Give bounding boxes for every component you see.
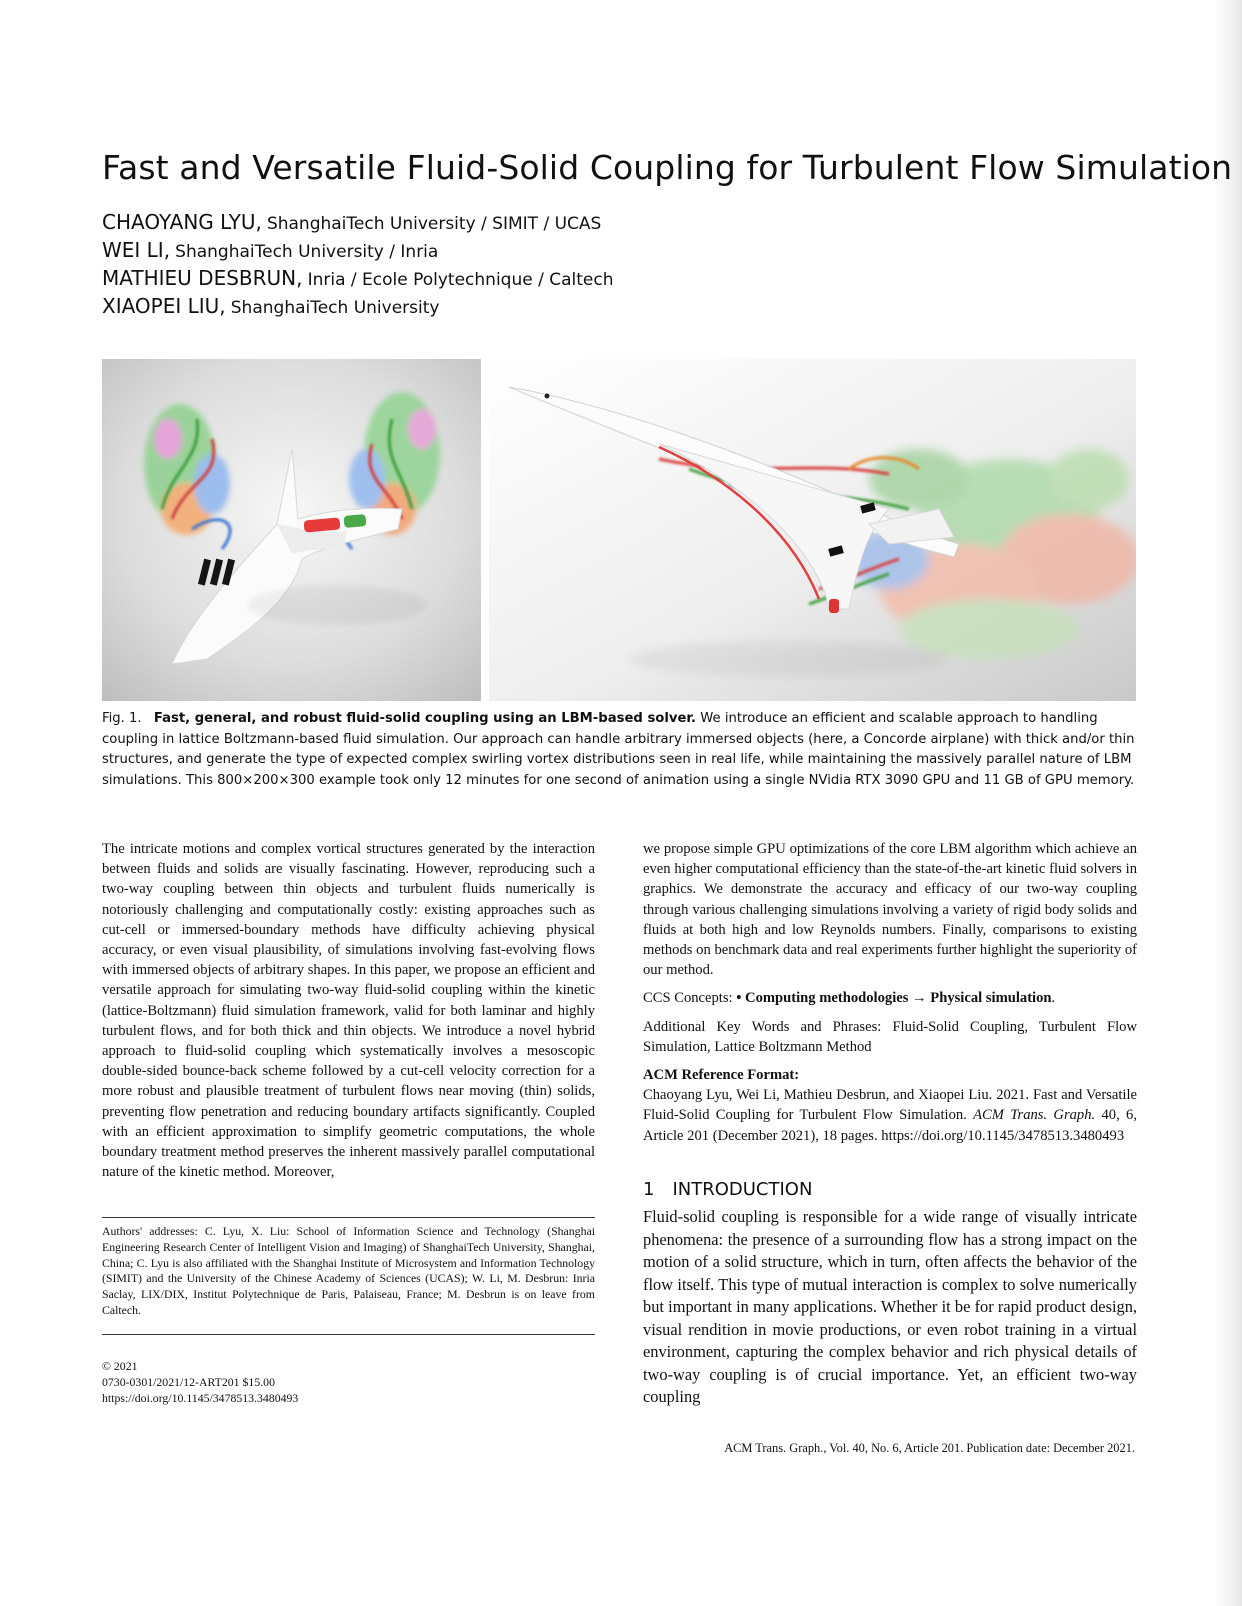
abstract-text-left: The intricate motions and complex vortic… [102, 841, 595, 1181]
author-entry: XIAOPEI LIU, ShanghaiTech University [102, 292, 614, 320]
caption-bold-lead: Fast, general, and robust fluid-solid co… [153, 711, 697, 726]
reference-details: 40, 6, Article 201 (December 2021), 18 p… [643, 1107, 1137, 1144]
authors-addresses-footnote: Authors' addresses: C. Lyu, X. Liu: Scho… [102, 1224, 595, 1317]
ccs-label: CCS Concepts: [643, 990, 733, 1007]
issn-line: 0730-0301/2021/12-ART201 $15.00 [102, 1374, 275, 1389]
figure-image-front-view [102, 359, 481, 701]
footnote-top-rule [102, 1217, 595, 1218]
keywords-label: Additional Key Words and Phrases: [643, 1018, 882, 1035]
figure-caption: Fig. 1. Fast, general, and robust fluid-… [102, 709, 1138, 791]
keywords-text: Fluid-Solid Coupling, Turbulent Flow Sim… [643, 1018, 1137, 1055]
author-entry: MATHIEU DESBRUN, Inria / Ecole Polytechn… [102, 264, 614, 292]
author-affiliation: ShanghaiTech University / Inria [175, 242, 439, 262]
acm-reference-format: ACM Reference Format: Chaoyang Lyu, Wei … [643, 1065, 1137, 1146]
author-list: CHAOYANG LYU, ShanghaiTech University / … [102, 208, 614, 320]
paper-title: Fast and Versatile Fluid-Solid Coupling … [102, 148, 1233, 187]
copyright-block: © 2021 0730-0301/2021/12-ART201 $15.00 h… [102, 1359, 298, 1406]
introduction-text: Fluid-solid coupling is responsible for … [643, 1207, 1137, 1406]
section-heading: 1 INTRODUCTION [643, 1179, 812, 1200]
footnote-bottom-rule [102, 1334, 595, 1335]
author-name: CHAOYANG LYU, [102, 210, 262, 234]
teaser-figure [102, 359, 1136, 701]
author-name: WEI LI, [102, 238, 171, 262]
abstract-text-right: we propose simple GPU optimizations of t… [643, 841, 1137, 979]
author-entry: CHAOYANG LYU, ShanghaiTech University / … [102, 208, 614, 236]
copyright-year: © 2021 [102, 1359, 138, 1373]
abstract-left-column: The intricate motions and complex vortic… [102, 839, 595, 1182]
section-number: 1 [643, 1179, 655, 1200]
abstract-right-column: we propose simple GPU optimizations of t… [643, 839, 1137, 1146]
reference-journal: ACM Trans. Graph. [973, 1107, 1096, 1124]
reference-text: Chaoyang Lyu, Wei Li, Mathieu Desbrun, a… [643, 1087, 1137, 1124]
ccs-period: . [1051, 990, 1056, 1007]
section-title: INTRODUCTION [672, 1179, 813, 1200]
reference-heading: ACM Reference Format: [643, 1067, 800, 1084]
author-name: MATHIEU DESBRUN, [102, 266, 303, 290]
figure-image-side-view [489, 359, 1136, 701]
keywords: Additional Key Words and Phrases: Fluid-… [643, 1017, 1137, 1057]
author-name: XIAOPEI LIU, [102, 294, 226, 318]
ccs-concept: Computing methodologies → Physical simul… [745, 990, 1052, 1007]
ccs-concepts: CCS Concepts: • Computing methodologies … [643, 988, 1137, 1008]
author-affiliation: ShanghaiTech University [230, 298, 440, 318]
page-edge-shadow [1214, 0, 1242, 1606]
figure-label: Fig. 1. [102, 711, 142, 726]
doi-link[interactable]: https://doi.org/10.1145/3478513.3480493 [102, 1390, 299, 1405]
author-affiliation: ShanghaiTech University / SIMIT / UCAS [266, 214, 602, 234]
caption-text: We introduce an efficient and scalable a… [102, 711, 1135, 788]
page-footer: ACM Trans. Graph., Vol. 40, No. 6, Artic… [724, 1441, 1135, 1455]
author-affiliation: Inria / Ecole Polytechnique / Caltech [307, 270, 614, 290]
ccs-bullet: • [736, 990, 742, 1007]
author-entry: WEI LI, ShanghaiTech University / Inria [102, 236, 614, 264]
